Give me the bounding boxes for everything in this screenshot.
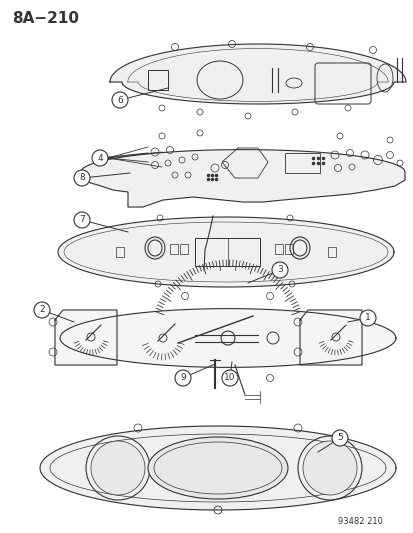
Bar [284, 244, 292, 254]
Polygon shape [58, 217, 393, 287]
Polygon shape [40, 426, 395, 510]
Bar [170, 244, 178, 254]
Text: 3: 3 [276, 265, 282, 274]
Circle shape [221, 370, 237, 386]
Text: 93482 210: 93482 210 [337, 518, 382, 527]
Bar [327, 247, 335, 257]
Polygon shape [81, 150, 404, 207]
Text: 8: 8 [79, 174, 85, 182]
Circle shape [271, 262, 287, 278]
Circle shape [91, 441, 145, 495]
Circle shape [34, 302, 50, 318]
Polygon shape [299, 310, 361, 365]
Bar [147, 70, 168, 90]
Circle shape [302, 441, 356, 495]
Ellipse shape [147, 437, 287, 499]
Text: 8A−210: 8A−210 [12, 11, 79, 26]
Circle shape [359, 310, 375, 326]
Circle shape [92, 150, 108, 166]
Text: 10: 10 [224, 374, 235, 383]
Polygon shape [60, 309, 395, 367]
Circle shape [175, 370, 190, 386]
Text: 2: 2 [39, 305, 45, 314]
Circle shape [74, 170, 90, 186]
Bar [180, 244, 188, 254]
Bar [116, 247, 124, 257]
Polygon shape [110, 44, 405, 104]
Circle shape [74, 212, 90, 228]
Bar [195, 238, 259, 266]
Text: 5: 5 [336, 433, 342, 442]
Bar [274, 244, 282, 254]
Text: 4: 4 [97, 154, 102, 163]
Text: 9: 9 [180, 374, 185, 383]
Circle shape [112, 92, 128, 108]
Bar [284, 153, 319, 173]
Text: 1: 1 [364, 313, 370, 322]
Text: 7: 7 [79, 215, 85, 224]
Text: 6: 6 [117, 95, 123, 104]
Circle shape [331, 430, 347, 446]
Polygon shape [55, 310, 117, 365]
